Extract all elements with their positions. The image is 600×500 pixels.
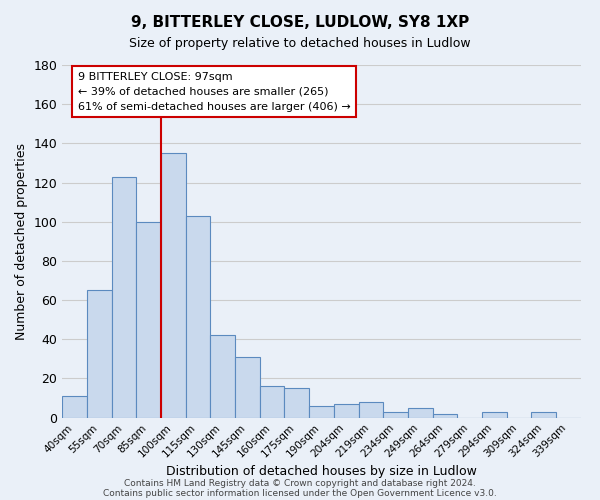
- Bar: [136, 222, 161, 418]
- Text: 9, BITTERLEY CLOSE, LUDLOW, SY8 1XP: 9, BITTERLEY CLOSE, LUDLOW, SY8 1XP: [131, 15, 469, 30]
- Bar: [161, 153, 186, 417]
- Bar: [408, 408, 433, 418]
- Bar: [211, 336, 235, 417]
- Bar: [62, 396, 87, 417]
- Bar: [112, 176, 136, 418]
- Text: Contains public sector information licensed under the Open Government Licence v3: Contains public sector information licen…: [103, 488, 497, 498]
- Bar: [87, 290, 112, 418]
- Bar: [309, 406, 334, 417]
- Bar: [532, 412, 556, 418]
- Text: 9 BITTERLEY CLOSE: 97sqm
← 39% of detached houses are smaller (265)
61% of semi-: 9 BITTERLEY CLOSE: 97sqm ← 39% of detach…: [78, 72, 350, 112]
- Bar: [334, 404, 359, 417]
- Bar: [482, 412, 506, 418]
- Text: Size of property relative to detached houses in Ludlow: Size of property relative to detached ho…: [129, 38, 471, 51]
- X-axis label: Distribution of detached houses by size in Ludlow: Distribution of detached houses by size …: [166, 465, 477, 478]
- Bar: [235, 357, 260, 418]
- Text: Contains HM Land Registry data © Crown copyright and database right 2024.: Contains HM Land Registry data © Crown c…: [124, 478, 476, 488]
- Bar: [383, 412, 408, 418]
- Bar: [186, 216, 211, 418]
- Bar: [433, 414, 457, 418]
- Bar: [359, 402, 383, 417]
- Y-axis label: Number of detached properties: Number of detached properties: [15, 143, 28, 340]
- Bar: [260, 386, 284, 418]
- Bar: [284, 388, 309, 418]
